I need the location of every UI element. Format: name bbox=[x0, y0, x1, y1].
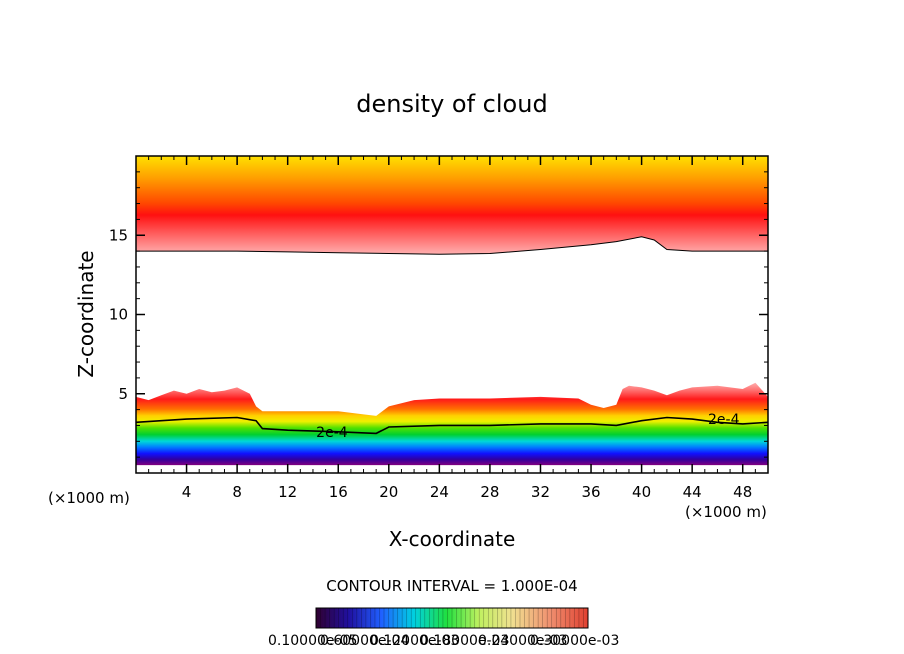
x-tick-label: 16 bbox=[329, 483, 348, 501]
x-axis-unit-right: (×1000 m) bbox=[685, 503, 767, 521]
x-tick-label: 8 bbox=[232, 483, 242, 501]
x-tick-label: 40 bbox=[632, 483, 651, 501]
lower-cloud-layer bbox=[136, 382, 768, 466]
x-axis-label: X-coordinate bbox=[389, 527, 516, 551]
contour-label: 2e-4 bbox=[316, 425, 348, 441]
colorbar-ticks bbox=[320, 608, 584, 628]
x-tick-label: 12 bbox=[278, 483, 297, 501]
colorbar-label: 0.12000e-03 bbox=[370, 633, 459, 649]
x-tick-label: 4 bbox=[182, 483, 192, 501]
y-tick-label: 5 bbox=[118, 385, 128, 403]
contour-interval-text: CONTOUR INTERVAL = 1.000E-04 bbox=[326, 577, 577, 595]
chart-title: density of cloud bbox=[356, 90, 547, 118]
y-axis-label: Z-coordinate bbox=[74, 250, 98, 377]
colorbar bbox=[315, 607, 589, 629]
colorbar-label: 0.30000e-03 bbox=[530, 633, 619, 649]
upper-layer-outline bbox=[136, 236, 768, 255]
upper-cloud-layer bbox=[136, 156, 768, 255]
plot-area bbox=[136, 156, 768, 466]
colorbar-label: 0.24000e-03 bbox=[478, 633, 567, 649]
contour-label: 2e-4 bbox=[708, 412, 740, 428]
x-tick-label: 32 bbox=[531, 483, 550, 501]
x-tick-label: 20 bbox=[379, 483, 398, 501]
x-tick-label: 48 bbox=[733, 483, 752, 501]
colorbar-label: 0.10000e-05 bbox=[268, 633, 357, 649]
y-tick-label: 10 bbox=[109, 306, 128, 324]
x-tick-label: 24 bbox=[430, 483, 449, 501]
colorbar-label: 0.18000e-03 bbox=[420, 633, 509, 649]
colorbar-label: 0.60000e-04 bbox=[320, 633, 409, 649]
x-tick-label: 36 bbox=[581, 483, 600, 501]
x-tick-label: 44 bbox=[683, 483, 702, 501]
contour-line-2e-4 bbox=[136, 416, 768, 435]
y-tick-label: 15 bbox=[109, 226, 128, 244]
x-axis-unit-left: (×1000 m) bbox=[48, 489, 130, 507]
x-tick-label: 28 bbox=[480, 483, 499, 501]
